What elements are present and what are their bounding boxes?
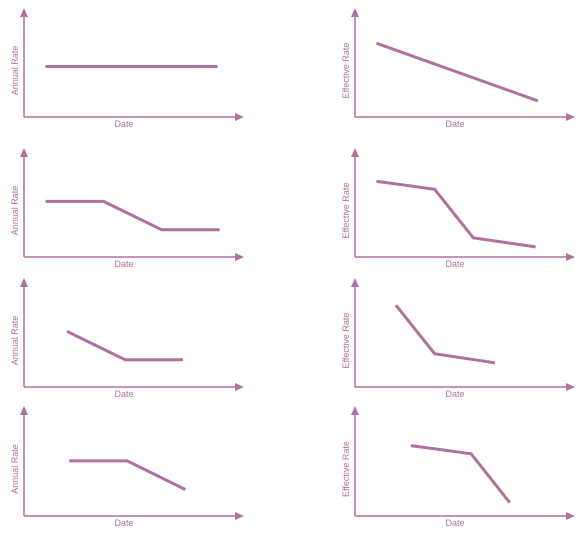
x-axis-label: Date [445,259,464,269]
y-axis-arrow [20,148,28,157]
x-axis-arrow [566,253,575,261]
x-axis-label: Date [445,518,464,528]
series-line [394,304,496,365]
y-axis-label: Annual Rate [10,444,20,494]
y-axis-label: Annual Rate [10,186,20,236]
x-axis-label: Date [114,389,133,399]
chart-panel-7: Date Annual Rate [10,406,244,528]
series-line [375,41,539,103]
chart-panel-4: Date Effective Rate [341,148,575,269]
chart-panel-6: Date Effective Rate [341,278,575,399]
x-axis-label: Date [114,259,133,269]
y-axis-arrow [20,8,28,17]
x-axis-arrow [235,113,244,121]
chart-panel-2: Date Effective Rate [341,8,575,129]
y-axis-label: Annual Rate [10,46,20,96]
y-axis-arrow [351,148,359,157]
chart-panel-8: Date Effective Rate [341,406,575,528]
series-line [69,459,186,491]
chart-panel-5: Date Annual Rate [10,278,244,399]
x-axis-label: Date [445,119,464,129]
y-axis-arrow [351,278,359,287]
series-line [66,330,184,362]
series-line [376,179,536,249]
x-axis-arrow [235,512,244,520]
chart-panel-3: Date Annual Rate [10,148,244,269]
x-axis-label: Date [114,518,133,528]
y-axis-arrow [20,406,28,415]
y-axis-arrow [20,278,28,287]
y-axis-label: Effective Rate [341,441,351,497]
x-axis-arrow [235,253,244,261]
series-line [45,199,220,232]
y-axis-arrow [351,8,359,17]
y-axis-label: Effective Rate [341,43,351,99]
series-line [410,444,511,504]
x-axis-label: Date [445,389,464,399]
chart-panel-1: Date Annual Rate [10,8,244,129]
x-axis-arrow [566,383,575,391]
y-axis-label: Effective Rate [341,183,351,239]
x-axis-arrow [235,383,244,391]
y-axis-label: Effective Rate [341,313,351,369]
x-axis-arrow [566,113,575,121]
x-axis-arrow [566,512,575,520]
x-axis-label: Date [114,119,133,129]
y-axis-arrow [351,406,359,415]
y-axis-label: Annual Rate [10,316,20,366]
